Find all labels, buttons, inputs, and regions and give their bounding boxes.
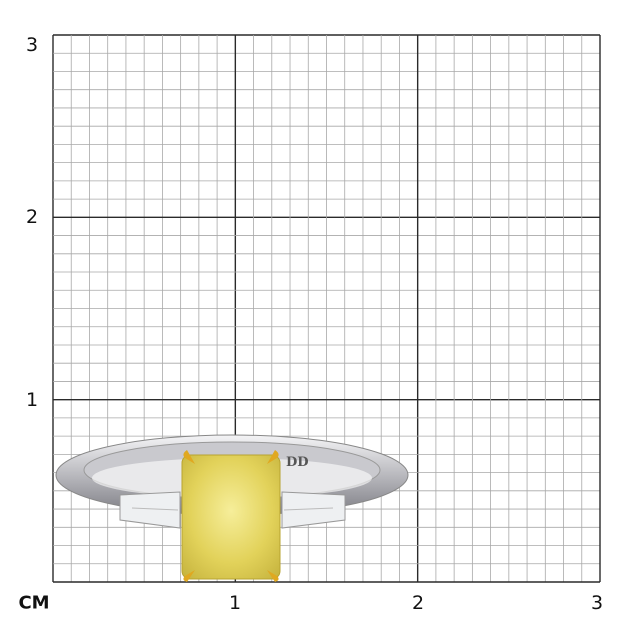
y-tick-label: 1: [25, 389, 39, 411]
y-tick-label: 2: [25, 206, 39, 228]
engraving-text: DD: [286, 455, 309, 470]
unit-label: CM: [18, 592, 50, 614]
x-tick-label: 2: [411, 592, 425, 614]
prongs: [183, 450, 279, 582]
left-baguette-stone: [119, 491, 181, 529]
center-yellow-stone: [181, 454, 281, 580]
y-tick-label: 3: [25, 34, 39, 56]
x-tick-label: 1: [228, 592, 242, 614]
x-tick-label: 3: [590, 592, 604, 614]
right-baguette-stone: [281, 491, 346, 529]
